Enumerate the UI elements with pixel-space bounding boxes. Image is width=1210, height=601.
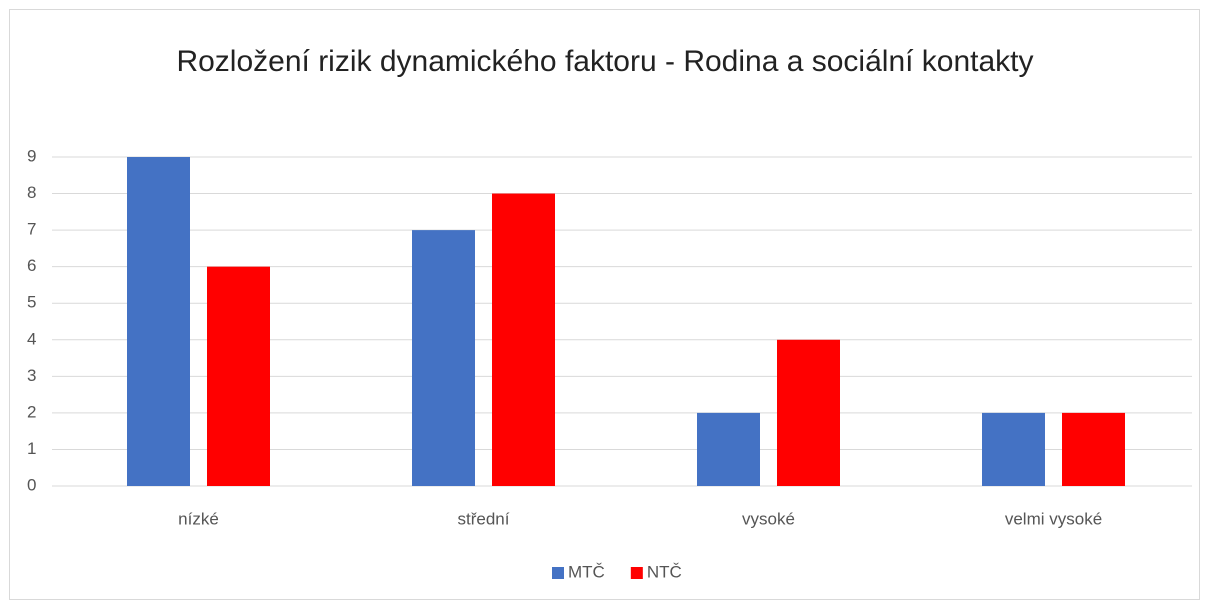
chart-border xyxy=(9,9,1200,600)
bar xyxy=(127,157,190,486)
bar xyxy=(412,230,475,486)
y-tick-label: 3 xyxy=(27,366,36,385)
x-tick-label: velmi vysoké xyxy=(1005,509,1102,528)
legend-label: NTČ xyxy=(647,562,682,581)
y-tick-label: 4 xyxy=(27,329,36,348)
y-tick-label: 9 xyxy=(27,146,36,165)
y-tick-label: 1 xyxy=(27,439,36,458)
x-tick-label: nízké xyxy=(178,509,219,528)
bar xyxy=(697,412,760,486)
bar xyxy=(1062,412,1125,486)
bar xyxy=(777,339,840,486)
bar xyxy=(982,412,1045,486)
x-tick-label: střední xyxy=(458,509,510,528)
x-tick-label: vysoké xyxy=(742,509,795,528)
chart-title: Rozložení rizik dynamického faktoru - Ro… xyxy=(176,45,1034,78)
y-tick-label: 7 xyxy=(27,220,36,239)
legend-swatch xyxy=(552,567,564,579)
y-tick-label: 2 xyxy=(27,402,36,421)
y-tick-label: 6 xyxy=(27,256,36,275)
legend-label: MTČ xyxy=(568,562,605,581)
bar xyxy=(207,266,270,486)
y-tick-label: 8 xyxy=(27,183,36,202)
y-tick-label: 0 xyxy=(27,475,36,494)
legend-swatch xyxy=(630,567,643,579)
bar xyxy=(492,193,555,487)
y-tick-label: 5 xyxy=(27,293,36,312)
